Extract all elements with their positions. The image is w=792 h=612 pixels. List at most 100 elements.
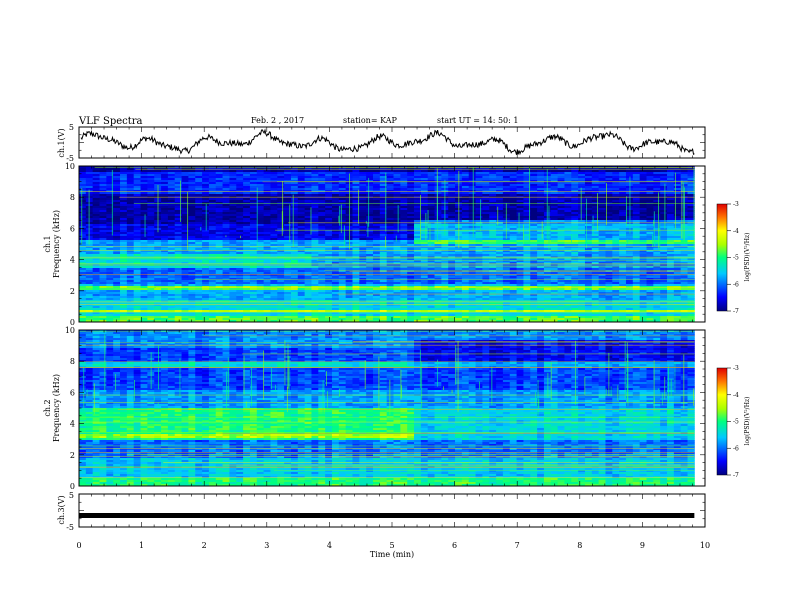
spectrogram-cell (660, 180, 668, 183)
spectrogram-cell (564, 220, 572, 223)
spectrogram-cell (92, 222, 100, 225)
spectrogram-cell (496, 216, 504, 219)
spectrogram-cell (673, 214, 682, 217)
spectrogram-cell (304, 226, 312, 229)
spectrogram-cell (516, 220, 524, 223)
spectrogram-cell (311, 198, 319, 201)
spectrogram-cell (297, 202, 306, 205)
spectrogram-cell (427, 180, 435, 183)
spectrogram-cell (673, 184, 682, 187)
spectrogram-cell (270, 214, 278, 217)
spectrogram-cell (379, 214, 388, 217)
spectrogram-cell (639, 194, 647, 197)
spectrogram-cell (85, 174, 94, 177)
spectrogram-cell (612, 200, 620, 203)
spectrogram-cell (680, 176, 688, 179)
spectrogram-cell (461, 174, 470, 177)
spectrogram-cell (174, 174, 182, 177)
spectrogram-cell (366, 214, 374, 217)
spectrogram-cell (236, 208, 244, 211)
spectrogram-cell (181, 192, 189, 195)
spectrogram-cell (379, 206, 388, 209)
spectrogram-cell (256, 192, 265, 195)
spectrogram-cell (434, 216, 442, 219)
spectrogram-cell (147, 188, 155, 191)
spectrogram-cell (400, 200, 408, 203)
spectrogram-cell (188, 198, 196, 201)
spectrogram-cell (557, 216, 565, 219)
spectrogram-cell (188, 224, 196, 227)
spectrogram-cell (612, 188, 620, 191)
spectrogram-cell (202, 172, 210, 175)
spectrogram-cell (400, 194, 408, 197)
spectrogram-cell (646, 224, 654, 227)
spectrogram-cell (85, 188, 94, 191)
spectrogram-cell (120, 182, 128, 185)
spectrogram-cell (530, 200, 538, 203)
spectrogram-cell (126, 222, 135, 225)
spectrogram-cell (414, 186, 422, 189)
spectrogram-cell (161, 188, 169, 191)
spectrogram-cell (263, 178, 271, 181)
spectrogram-cell (325, 214, 333, 217)
spectrogram-cell (632, 216, 641, 219)
spectrogram-cell (632, 188, 641, 191)
spectrogram-cell (106, 188, 114, 191)
spectrogram-cell (359, 208, 367, 211)
spectrogram-cell (331, 222, 340, 225)
spectrogram-cell (646, 222, 654, 225)
spectrogram-cell (359, 224, 367, 227)
spectrogram-cell (639, 226, 647, 229)
spectrogram-cell (379, 188, 388, 191)
spectrogram-cell (147, 208, 155, 211)
spectrogram-cell (523, 226, 531, 229)
spectrogram-cell (448, 224, 456, 227)
spectrogram-cell (140, 220, 148, 223)
spectrogram-cell (537, 176, 545, 179)
spectrogram-cell (687, 204, 695, 207)
spectrogram-cell (420, 184, 429, 187)
spectrogram-cell (530, 186, 538, 189)
spectrogram-cell (202, 214, 210, 217)
spectrogram-cell (379, 178, 388, 181)
spectrogram-cell (352, 174, 360, 177)
spectrogram-cell (557, 204, 565, 207)
spectrogram-cell (639, 190, 647, 193)
spectrogram-cell (393, 226, 401, 229)
spectrogram-cell (249, 194, 258, 197)
spectrogram-cell (516, 208, 524, 211)
spectrogram-cell (359, 192, 367, 195)
spectrogram-cell (304, 194, 312, 197)
spectrogram-cell (523, 178, 531, 181)
spectrogram-cell (461, 192, 470, 195)
spectrogram-cell (99, 204, 107, 207)
spectrogram-cell (537, 220, 545, 223)
spectrogram-cell (113, 210, 121, 213)
spectrogram-cell (277, 214, 285, 217)
spectrogram-cell (202, 222, 210, 225)
spectrogram-cell (646, 204, 654, 207)
spectrogram-cell (612, 174, 620, 177)
spectrogram-cell (516, 184, 524, 187)
spectrogram-cell (557, 180, 565, 183)
spectrogram-cell (420, 174, 429, 177)
spectrogram-cell (236, 214, 244, 217)
spectrogram-cell (619, 212, 627, 215)
spectrogram-cell (174, 220, 182, 223)
spectrogram-cell (325, 190, 333, 193)
spectrogram-cell (284, 180, 292, 183)
spectrogram-cell (646, 216, 654, 219)
spectrogram-cell (277, 180, 285, 183)
spectrogram-cell (393, 200, 401, 203)
spectrogram-cell (393, 222, 401, 225)
spectrogram-cell (400, 208, 408, 211)
spectrogram-cell (222, 206, 230, 209)
spectrogram-cell (441, 174, 449, 177)
spectrogram-cell (639, 180, 647, 183)
spectrogram-cell (99, 192, 107, 195)
spectrogram-cell (222, 214, 230, 217)
spectrogram-cell (646, 186, 654, 189)
spectrogram-cell (619, 186, 627, 189)
spectrogram-cell (414, 206, 422, 209)
